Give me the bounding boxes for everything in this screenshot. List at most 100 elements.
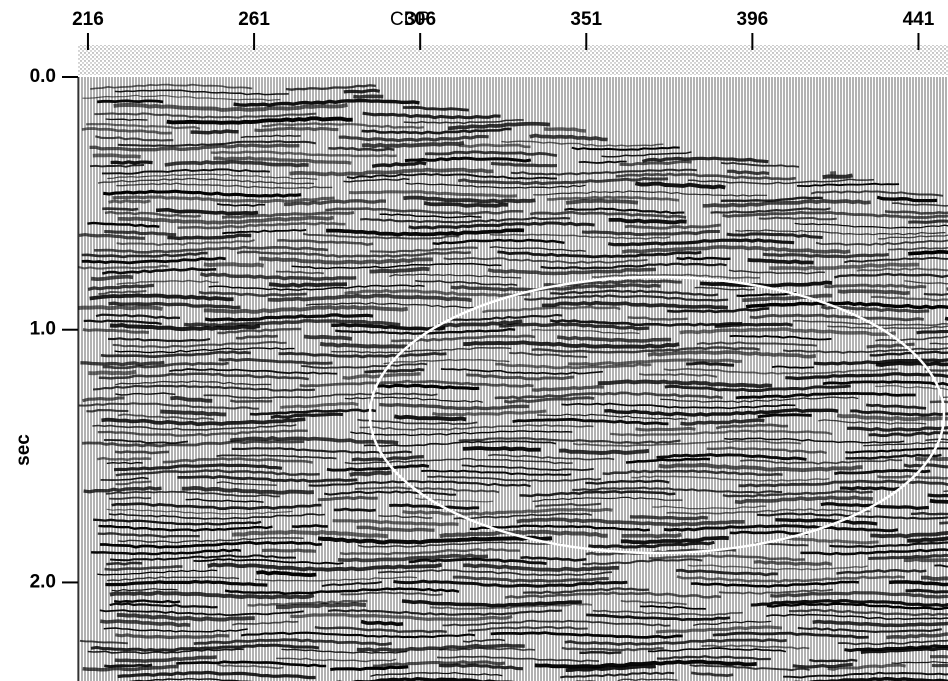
reflector [108,301,241,310]
reflector [314,626,447,634]
reflector [579,650,622,655]
reflector [361,140,465,149]
reflector [344,457,573,465]
reflector [92,153,141,159]
reflector [356,525,435,533]
reflector [647,350,817,359]
reflector [641,156,769,164]
reflector [875,335,948,342]
reflector [482,305,621,314]
reflector [369,266,430,274]
reflector [339,548,521,556]
reflector [487,267,657,276]
reflector [117,215,334,225]
reflector [379,213,482,219]
reflector [432,409,547,417]
reflector [89,293,234,302]
reflector [393,579,628,588]
reflector [82,664,179,672]
reflector [115,380,272,386]
reflector [167,233,252,241]
reflector [95,313,181,320]
reflector [424,150,558,157]
reflector [860,646,948,655]
x-tick-label: 396 [737,9,769,30]
reflector [176,660,327,668]
reflector [364,367,425,374]
reflector [658,463,863,473]
reflector [235,334,279,340]
reflector [495,362,652,370]
reflector [766,602,948,611]
reflector [164,159,309,168]
reflector [490,161,558,168]
reflector [104,210,202,218]
reflector [453,512,592,520]
reflector [690,671,734,677]
reflector [166,116,353,125]
reflector [117,670,316,680]
reflector [91,548,242,556]
y-tick-label: 0.0 [30,66,56,87]
reflector [735,229,946,236]
reflector [193,558,344,565]
reflector [78,402,259,410]
reflector [837,289,910,296]
reflector [350,430,573,437]
reflector [332,519,459,527]
reflector [619,160,692,167]
y-axis-label: sec [13,434,34,466]
reflector [116,239,255,246]
reflector [561,402,796,410]
reflector [735,391,916,400]
reflector [99,541,322,549]
reflector [403,195,536,204]
reflector [647,647,787,653]
reflector [501,140,664,147]
reflector [224,587,460,595]
reflector [393,414,467,422]
reflector [715,423,789,430]
reflector [903,463,948,469]
reflector [108,199,151,204]
reflector [89,164,145,168]
reflector [660,396,859,403]
reflector [117,537,304,544]
reflector [94,112,317,119]
reflector [402,105,469,112]
reflector [597,379,773,389]
reflector [519,490,676,498]
reflector [327,609,563,616]
reflector [193,638,393,646]
reflector [184,319,401,328]
reflector [833,272,948,279]
reflector [216,203,266,207]
reflector [815,239,948,246]
reflector [904,280,948,285]
reflector [116,182,333,189]
reflector [88,369,137,376]
reflector [785,372,948,381]
reflector [379,402,530,411]
reflector [360,619,404,627]
reflector [190,129,239,135]
reflector [333,507,376,513]
reflector [104,439,189,445]
reflector [581,229,720,237]
reflector [462,446,541,452]
reflector [631,475,830,482]
reflector [822,380,948,387]
reflector [891,202,948,207]
reflector [285,84,376,91]
reflector [104,229,177,237]
reflector [531,346,760,354]
reflector [617,678,678,681]
reflector [497,250,702,259]
reflector [105,118,148,121]
reflector [98,372,309,381]
x-axis-label: CDP [390,9,430,30]
reflector [839,486,901,491]
reflector [104,663,153,668]
reflector [405,182,586,189]
reflector [457,177,669,186]
